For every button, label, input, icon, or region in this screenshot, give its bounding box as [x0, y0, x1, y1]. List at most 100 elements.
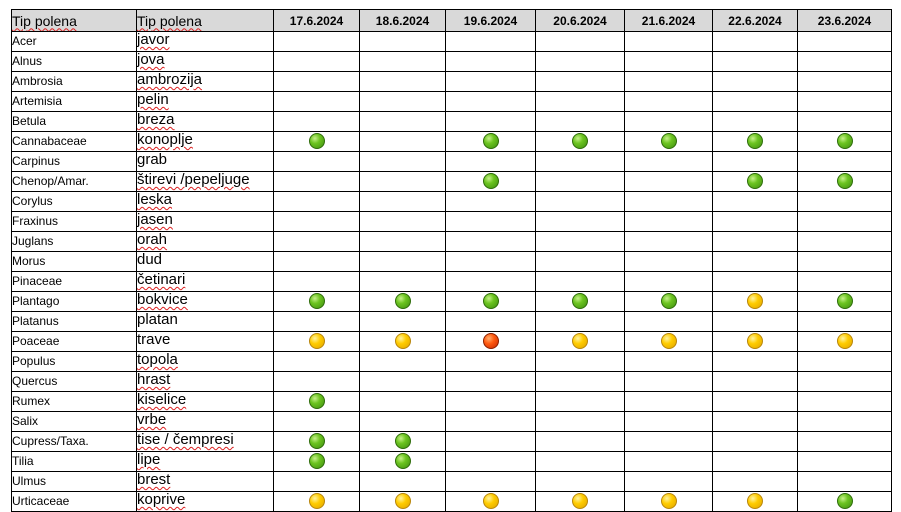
yellow-level-dot-icon: [394, 493, 411, 510]
table-row: Betula breza: [11, 111, 892, 132]
table-row: Cannabaceae konoplje: [11, 131, 892, 152]
day-cell: [445, 171, 536, 192]
day-cell: [273, 251, 360, 272]
day-cell: [445, 191, 536, 212]
day-cell: [535, 111, 625, 132]
day-cell: [535, 431, 625, 452]
day-cell: [273, 51, 360, 72]
header-local-name: Tip polena: [136, 9, 274, 32]
day-cell: [273, 231, 360, 252]
latin-name-cell: Corylus: [11, 191, 137, 212]
local-name-text: tise / čempresi: [137, 431, 234, 448]
day-cell: [624, 371, 713, 392]
day-cell: [712, 371, 798, 392]
header-date: 20.6.2024: [535, 9, 625, 32]
day-cell: [273, 351, 360, 372]
local-name-cell: dud: [136, 251, 274, 272]
day-cell: [445, 431, 536, 452]
day-cell: [712, 291, 798, 312]
local-name-cell: platan: [136, 311, 274, 332]
table-row: Corylus leska: [11, 191, 892, 212]
day-cell: [712, 231, 798, 252]
day-cell: [359, 491, 446, 512]
local-name-cell: grab: [136, 151, 274, 172]
day-cell: [273, 171, 360, 192]
day-cell: [535, 291, 625, 312]
local-name-text: hrast: [137, 371, 171, 388]
local-name-cell: koprive: [136, 491, 274, 512]
day-cell: [359, 371, 446, 392]
table-row: Chenop/Amar. štirevi /pepeljuge: [11, 171, 892, 192]
day-cell: [712, 211, 798, 232]
local-name-text: četinari: [137, 271, 186, 288]
day-cell: [359, 71, 446, 92]
table-row: Artemisia pelin: [11, 91, 892, 112]
latin-name-cell: Juglans: [11, 231, 137, 252]
header-latin-name: Tip polena: [11, 9, 137, 32]
latin-name-cell: Ulmus: [11, 471, 137, 492]
local-name-cell: jasen: [136, 211, 274, 232]
day-cell: [797, 211, 892, 232]
green-level-dot-icon: [482, 293, 499, 310]
day-cell: [445, 291, 536, 312]
day-cell: [712, 391, 798, 412]
local-name-text: pelin: [137, 91, 169, 108]
yellow-level-dot-icon: [394, 333, 411, 350]
table-row: Quercus hrast: [11, 371, 892, 392]
local-name-cell: brest: [136, 471, 274, 492]
day-cell: [445, 491, 536, 512]
day-cell: [624, 331, 713, 352]
day-cell: [535, 211, 625, 232]
yellow-level-dot-icon: [747, 293, 763, 310]
day-cell: [273, 191, 360, 212]
day-cell: [445, 91, 536, 112]
day-cell: [712, 471, 798, 492]
latin-name-cell: Quercus: [11, 371, 137, 392]
latin-name-cell: Platanus: [11, 311, 137, 332]
day-cell: [359, 351, 446, 372]
day-cell: [445, 71, 536, 92]
day-cell: [535, 151, 625, 172]
table-row: Platanus platan: [11, 311, 892, 332]
day-cell: [273, 451, 360, 472]
table-row: Pinaceae četinari: [11, 271, 892, 292]
day-cell: [535, 311, 625, 332]
local-name-cell: breza: [136, 111, 274, 132]
latin-name-cell: Betula: [11, 111, 137, 132]
day-cell: [797, 311, 892, 332]
day-cell: [445, 31, 536, 52]
local-name-text: ambrozija: [137, 71, 203, 88]
day-cell: [712, 251, 798, 272]
yellow-level-dot-icon: [660, 333, 677, 350]
local-name-text: lipe: [137, 451, 161, 468]
day-cell: [712, 51, 798, 72]
local-name-text: štirevi /pepeljuge: [137, 171, 250, 188]
day-cell: [535, 391, 625, 412]
day-cell: [535, 451, 625, 472]
day-cell: [445, 271, 536, 292]
day-cell: [797, 151, 892, 172]
latin-name-cell: Ambrosia: [11, 71, 137, 92]
day-cell: [445, 391, 536, 412]
day-cell: [273, 371, 360, 392]
day-cell: [535, 171, 625, 192]
local-name-cell: vrbe: [136, 411, 274, 432]
local-name-cell: orah: [136, 231, 274, 252]
yellow-level-dot-icon: [572, 493, 588, 510]
day-cell: [445, 331, 536, 352]
day-cell: [445, 131, 536, 152]
header-date: 17.6.2024: [273, 9, 360, 32]
day-cell: [624, 171, 713, 192]
day-cell: [797, 291, 892, 312]
day-cell: [624, 411, 713, 432]
local-name-cell: hrast: [136, 371, 274, 392]
local-name-cell: leska: [136, 191, 274, 212]
day-cell: [273, 271, 360, 292]
header-row: Tip polena Tip polena 17.6.2024 18.6.2024…: [11, 9, 892, 32]
day-cell: [535, 411, 625, 432]
day-cell: [273, 91, 360, 112]
day-cell: [797, 51, 892, 72]
day-cell: [712, 151, 798, 172]
green-level-dot-icon: [482, 133, 499, 150]
day-cell: [797, 451, 892, 472]
